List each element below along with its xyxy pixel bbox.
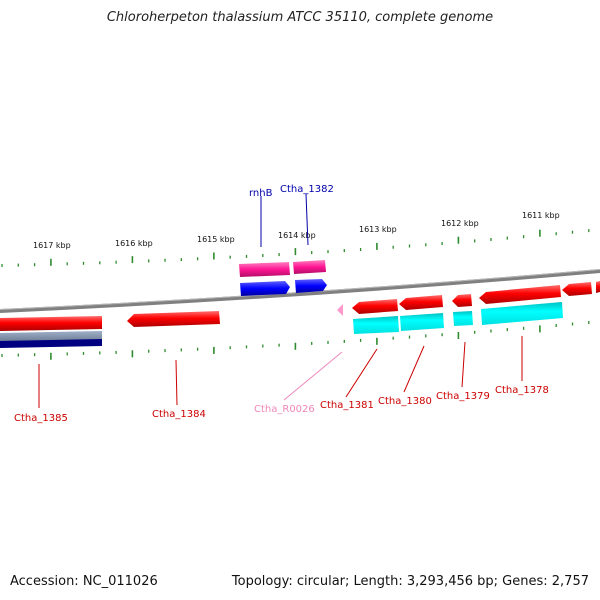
gene-label-ctha1385[interactable]: Ctha_1385 <box>14 413 68 424</box>
gene-label-ctha1380[interactable]: Ctha_1380 <box>378 396 432 407</box>
gene-rnhB-pink[interactable] <box>239 262 290 277</box>
gene-label-ctha-r0026[interactable]: Ctha_R0026 <box>254 404 315 415</box>
scale-label-1616: 1616 kbp <box>115 239 153 248</box>
scale-ticks-upper <box>1 229 590 267</box>
gene-label-rnhB[interactable]: rnhB <box>249 188 273 199</box>
gene-ctha1382-pink[interactable] <box>293 260 326 274</box>
gene-ctha1378[interactable] <box>479 285 563 325</box>
gene-rnhB-blue[interactable] <box>240 281 290 296</box>
scale-ticks-lower <box>1 321 590 360</box>
genome-backbone <box>0 269 600 313</box>
gene-label-ctha1381[interactable]: Ctha_1381 <box>320 400 374 411</box>
gene-ctha1380[interactable] <box>399 295 444 331</box>
accession-text: Accession: NC_011026 <box>10 574 158 589</box>
topology-text: Topology: circular; Length: 3,293,456 bp… <box>231 574 589 589</box>
gene-ctha1381[interactable] <box>352 299 399 334</box>
genome-title: Chloroherpeton thalassium ATCC 35110, co… <box>106 10 494 25</box>
gene-label-ctha1378[interactable]: Ctha_1378 <box>495 385 549 396</box>
scale-label-1611: 1611 kbp <box>522 211 560 220</box>
gene-ctha1382-blue[interactable] <box>295 279 327 293</box>
gene-label-ctha1379[interactable]: Ctha_1379 <box>436 391 490 402</box>
gene-ctha1385[interactable] <box>0 316 102 348</box>
scale-label-1615: 1615 kbp <box>197 235 235 244</box>
gene-next-partial[interactable] <box>562 281 600 296</box>
gene-ctha1384[interactable] <box>127 311 220 327</box>
gene-ctha1379[interactable] <box>452 294 473 326</box>
gene-label-ctha1382[interactable]: Ctha_1382 <box>280 184 334 195</box>
gene-leader-lines <box>38 193 523 408</box>
scale-label-1614: 1614 kbp <box>278 231 316 240</box>
scale-label-1612: 1612 kbp <box>441 219 479 228</box>
scale-label-1613: 1613 kbp <box>359 225 397 234</box>
scale-label-1617: 1617 kbp <box>33 241 71 250</box>
gene-ctha-r0026[interactable] <box>337 304 343 316</box>
gene-label-ctha1384[interactable]: Ctha_1384 <box>152 409 206 420</box>
